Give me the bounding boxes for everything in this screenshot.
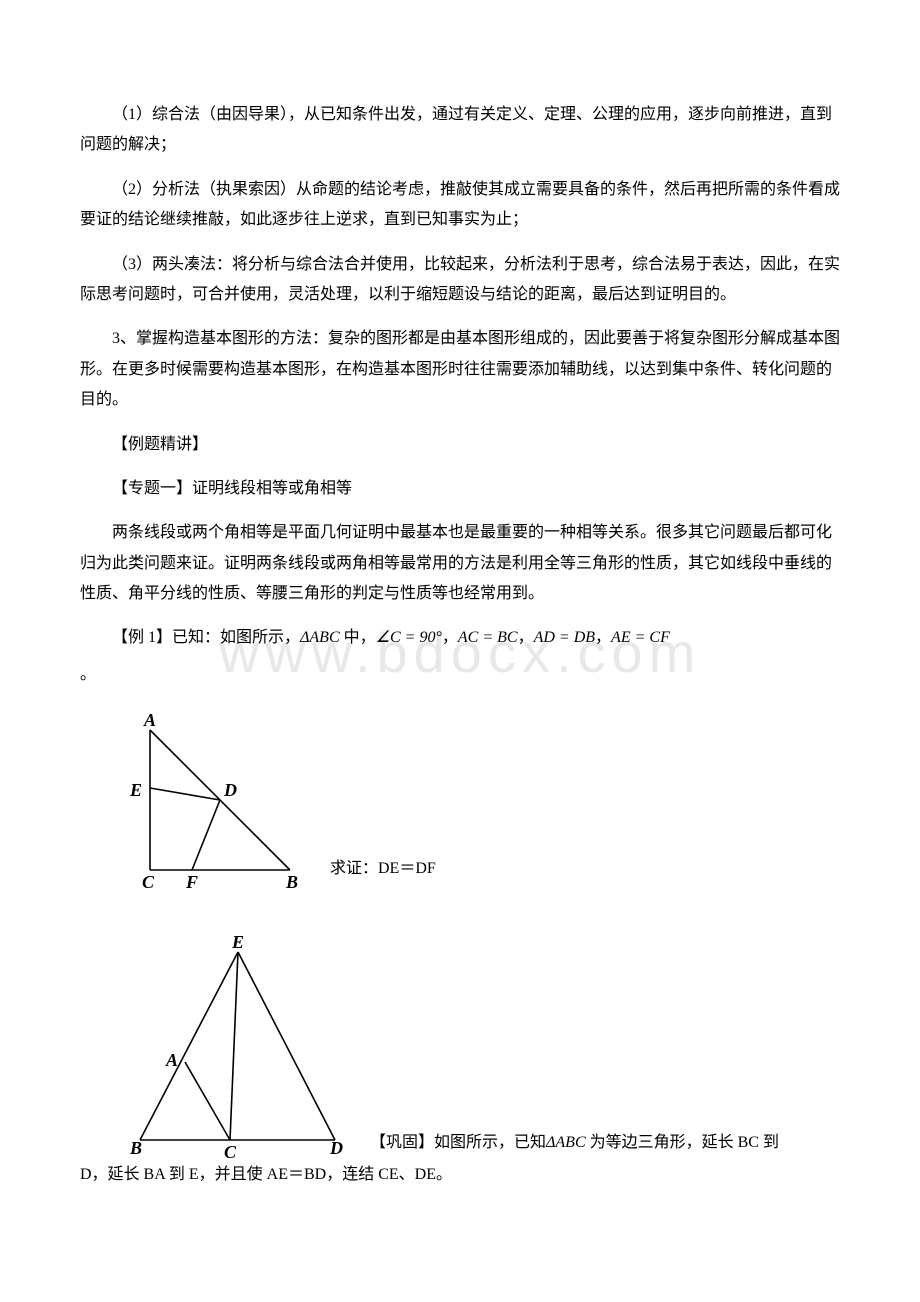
figure-2-text-line2: D，延长 BA 到 E，并且使 AE＝BD，连结 CE、DE。 <box>80 1160 840 1190</box>
fig2-triangle: ΔABC <box>546 1134 586 1151</box>
ex1-comma-1: ， <box>442 629 458 646</box>
fig2-label-e: E <box>231 932 244 952</box>
fig1-label-c: C <box>142 872 155 890</box>
fig1-label-e: E <box>129 780 142 800</box>
figure-2-text-inline: 【巩固】如图所示，已知ΔABC 为等边三角形，延长 BC 到 <box>370 1128 779 1158</box>
example-1-statement: 【例 1】已知：如图所示，ΔABC 中，∠C = 90°，AC = BC，AD … <box>80 623 840 653</box>
fig2-label-d: D <box>329 1138 343 1158</box>
ex1-angle: ∠C = 90° <box>376 629 442 646</box>
ex1-eq2: AD = DB <box>534 629 595 646</box>
ex1-period-line: 。 <box>80 660 840 690</box>
paragraph-method-1: （1）综合法（由因导果），从已知条件出发，通过有关定义、定理、公理的应用，逐步向… <box>80 100 840 161</box>
ex1-comma-2: ， <box>518 629 534 646</box>
heading-topic-1: 【专题一】证明线段相等或角相等 <box>80 474 840 504</box>
paragraph-method-2: （2）分析法（执果索因）从命题的结论考虑，推敲使其成立需要具备的条件，然后再把所… <box>80 175 840 236</box>
figure-1-block: A E D C F B 求证：DE＝DF <box>120 710 840 890</box>
heading-examples: 【例题精讲】 <box>80 430 840 460</box>
fig1-label-b: B <box>285 872 298 890</box>
ex1-comma-3: ， <box>595 629 611 646</box>
paragraph-topic-intro: 两条线段或两个角相等是平面几何证明中最基本也是最重要的一种相等关系。很多其它问题… <box>80 518 840 609</box>
figure-2-svg: E A B C D <box>120 930 360 1160</box>
fig2-label-a: A <box>165 1050 178 1070</box>
fig1-label-a: A <box>143 710 156 730</box>
ex1-mid: 中， <box>340 629 376 646</box>
ex1-triangle: ΔABC <box>300 629 340 646</box>
fig2-suffix: 为等边三角形，延长 BC 到 <box>586 1134 779 1151</box>
ex1-prefix: 【例 1】已知：如图所示， <box>112 629 300 646</box>
paragraph-point-3: 3、掌握构造基本图形的方法：复杂的图形都是由基本图形组成的，因此要善于将复杂图形… <box>80 324 840 415</box>
figure-2-block: E A B C D 【巩固】如图所示，已知ΔABC 为等边三角形，延长 BC 到 <box>120 930 840 1160</box>
fig2-prefix: 【巩固】如图所示，已知 <box>370 1134 546 1151</box>
paragraph-method-3: （3）两头凑法：将分析与综合法合并使用，比较起来，分析法利于思考，综合法易于表达… <box>80 250 840 311</box>
fig1-label-f: F <box>185 872 198 890</box>
fig2-label-b: B <box>129 1138 142 1158</box>
figure-1-svg: A E D C F B <box>120 710 320 890</box>
fig2-label-c: C <box>224 1142 237 1160</box>
ex1-eq3: AE = CF <box>611 629 670 646</box>
fig1-label-d: D <box>223 780 237 800</box>
figure-1-caption: 求证：DE＝DF <box>330 855 436 884</box>
ex1-eq1: AC = BC <box>458 629 518 646</box>
